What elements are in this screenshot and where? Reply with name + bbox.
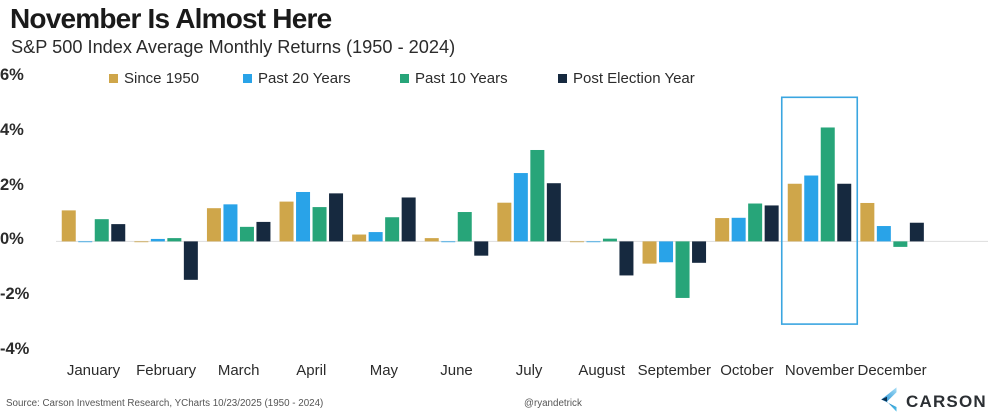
svg-text:CARSON: CARSON: [906, 392, 987, 411]
